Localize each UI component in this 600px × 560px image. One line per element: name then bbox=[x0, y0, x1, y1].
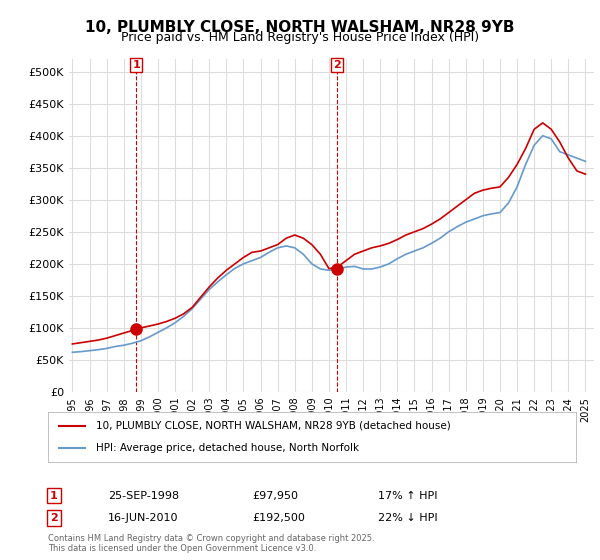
Text: 2: 2 bbox=[50, 513, 58, 523]
Text: 22% ↓ HPI: 22% ↓ HPI bbox=[378, 513, 437, 523]
Text: Contains HM Land Registry data © Crown copyright and database right 2025.
This d: Contains HM Land Registry data © Crown c… bbox=[48, 534, 374, 553]
Text: 10, PLUMBLY CLOSE, NORTH WALSHAM, NR28 9YB: 10, PLUMBLY CLOSE, NORTH WALSHAM, NR28 9… bbox=[85, 20, 515, 35]
Text: 1: 1 bbox=[50, 491, 58, 501]
Text: 16-JUN-2010: 16-JUN-2010 bbox=[108, 513, 179, 523]
Text: 2: 2 bbox=[333, 60, 341, 70]
Text: £97,950: £97,950 bbox=[252, 491, 298, 501]
Text: 1: 1 bbox=[133, 60, 140, 70]
Text: Price paid vs. HM Land Registry's House Price Index (HPI): Price paid vs. HM Land Registry's House … bbox=[121, 31, 479, 44]
Text: 10, PLUMBLY CLOSE, NORTH WALSHAM, NR28 9YB (detached house): 10, PLUMBLY CLOSE, NORTH WALSHAM, NR28 9… bbox=[95, 421, 450, 431]
Text: 25-SEP-1998: 25-SEP-1998 bbox=[108, 491, 179, 501]
Text: 17% ↑ HPI: 17% ↑ HPI bbox=[378, 491, 437, 501]
Text: £192,500: £192,500 bbox=[252, 513, 305, 523]
Text: HPI: Average price, detached house, North Norfolk: HPI: Average price, detached house, Nort… bbox=[95, 443, 359, 453]
